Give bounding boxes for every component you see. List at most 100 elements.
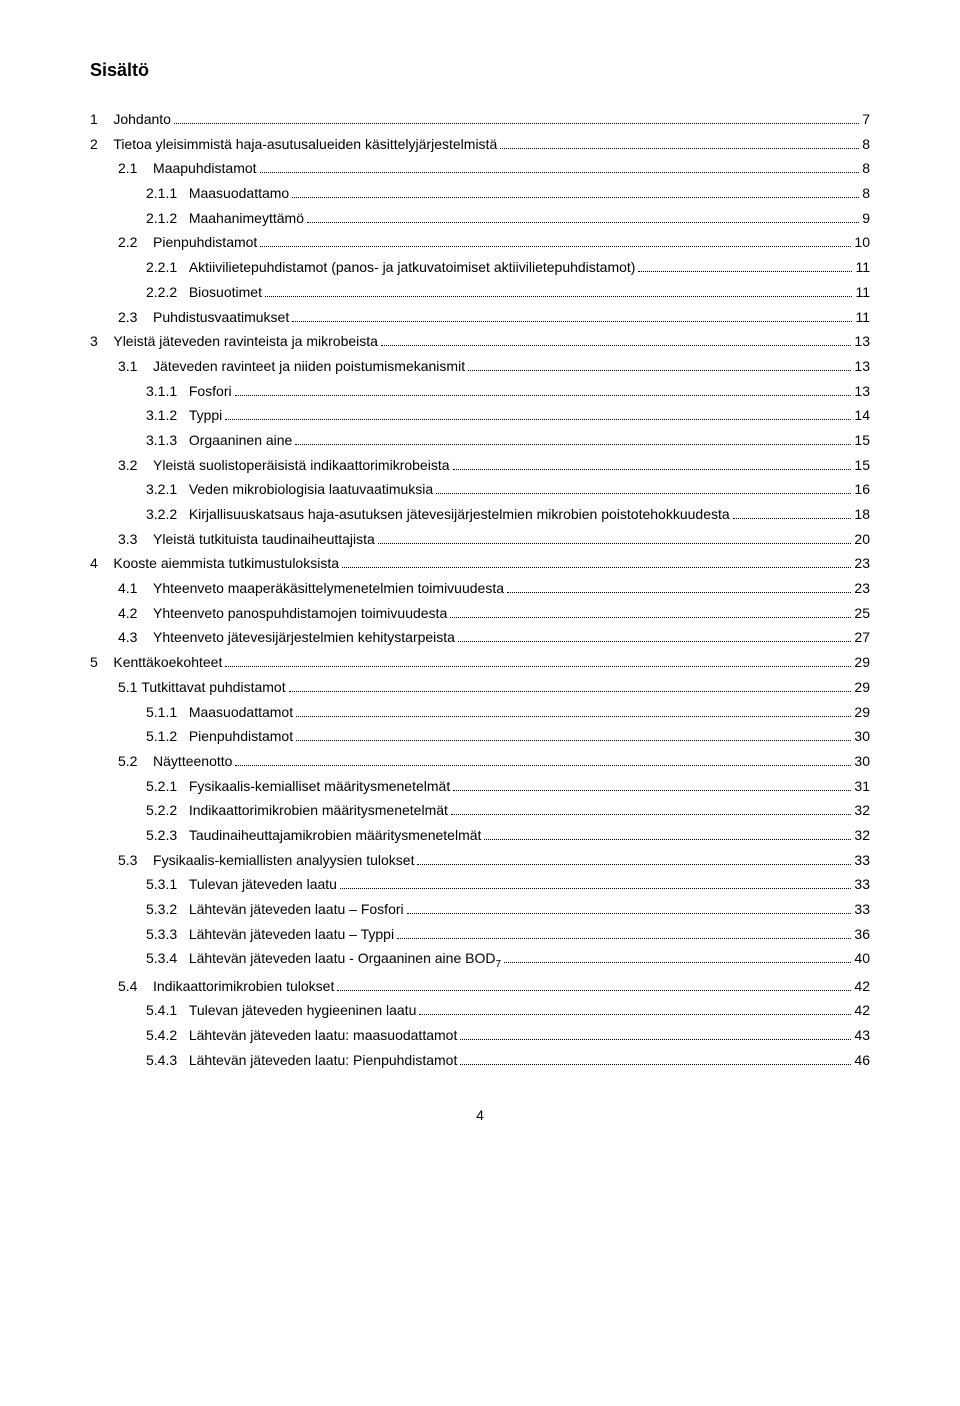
toc-entry-number: 5.1.1 bbox=[146, 702, 189, 724]
toc-entry-label: Tietoa yleisimmistä haja-asutusalueiden … bbox=[113, 134, 497, 156]
toc-entry-label: Kirjallisuuskatsaus haja-asutuksen jätev… bbox=[189, 504, 730, 526]
toc-entry: 5.2.2 Indikaattorimikrobien määritysmene… bbox=[90, 800, 870, 822]
toc-entry-number: 2.3 bbox=[118, 307, 153, 329]
toc-leader-dots bbox=[407, 913, 852, 914]
toc-entry-page: 25 bbox=[854, 603, 870, 625]
toc-entry-label: Fosfori bbox=[189, 381, 232, 403]
toc-entry-label: Näytteenotto bbox=[153, 751, 232, 773]
toc-leader-dots bbox=[289, 691, 852, 692]
toc-entry-number: 5.4.2 bbox=[146, 1025, 189, 1047]
toc-leader-dots bbox=[295, 444, 851, 445]
toc-leader-dots bbox=[296, 740, 851, 741]
toc-leader-dots bbox=[453, 790, 851, 791]
toc-entry: 4 Kooste aiemmista tutkimustuloksista 23 bbox=[90, 553, 870, 575]
toc-entry-page: 8 bbox=[862, 134, 870, 156]
toc-entry-number: 3.2.2 bbox=[146, 504, 189, 526]
toc-entry: 3.2.1 Veden mikrobiologisia laatuvaatimu… bbox=[90, 479, 870, 501]
toc-entry-page: 42 bbox=[854, 976, 870, 998]
toc-entry-number: 2.1.1 bbox=[146, 183, 189, 205]
toc-leader-dots bbox=[235, 765, 851, 766]
toc-entry-number: 3.1.2 bbox=[146, 405, 189, 427]
toc-entry-page: 33 bbox=[854, 874, 870, 896]
toc-leader-dots bbox=[296, 716, 851, 717]
toc-entry: 2.2.2 Biosuotimet 11 bbox=[90, 282, 870, 304]
toc-entry-page: 27 bbox=[854, 627, 870, 649]
toc-entry-page: 32 bbox=[854, 825, 870, 847]
toc-entry-label: Lähtevän jäteveden laatu – Typpi bbox=[189, 924, 394, 946]
toc-leader-dots bbox=[292, 321, 852, 322]
toc-entry-page: 23 bbox=[854, 553, 870, 575]
toc-entry-number: 4 bbox=[90, 553, 113, 575]
toc-leader-dots bbox=[484, 839, 851, 840]
toc-entry-label: Indikaattorimikrobien tulokset bbox=[153, 976, 334, 998]
toc-leader-dots bbox=[500, 148, 859, 149]
page-number: 4 bbox=[90, 1107, 870, 1123]
toc-entry: 2.2 Pienpuhdistamot 10 bbox=[90, 232, 870, 254]
toc-entry-number: 5.1 bbox=[118, 677, 141, 699]
toc-entry-label: Veden mikrobiologisia laatuvaatimuksia bbox=[189, 479, 433, 501]
toc-entry-number: 3.1 bbox=[118, 356, 153, 378]
toc-leader-dots bbox=[417, 864, 851, 865]
toc-entry-page: 30 bbox=[854, 726, 870, 748]
toc-entry-number: 5.2.1 bbox=[146, 776, 189, 798]
toc-entry-label: Yleistä tutkituista taudinaiheuttajista bbox=[153, 529, 375, 551]
toc-entry: 5.1.1 Maasuodattamot 29 bbox=[90, 702, 870, 724]
toc-entry: 3.1 Jäteveden ravinteet ja niiden poistu… bbox=[90, 356, 870, 378]
toc-entry: 2.2.1 Aktiivilietepuhdistamot (panos- ja… bbox=[90, 257, 870, 279]
toc-entry: 2.1 Maapuhdistamot 8 bbox=[90, 158, 870, 180]
toc-entry-number: 3 bbox=[90, 331, 113, 353]
toc-entry-number: 5.1.2 bbox=[146, 726, 189, 748]
toc-entry-page: 18 bbox=[854, 504, 870, 526]
toc-entry-number: 4.2 bbox=[118, 603, 153, 625]
toc-entry-page: 7 bbox=[862, 109, 870, 131]
toc-entry-number: 5.2 bbox=[118, 751, 153, 773]
toc-leader-dots bbox=[174, 123, 859, 124]
toc-entry-label: Pienpuhdistamot bbox=[153, 232, 257, 254]
table-of-contents: 1 Johdanto 7 2 Tietoa yleisimmistä haja-a… bbox=[90, 109, 870, 1071]
toc-leader-dots bbox=[450, 617, 851, 618]
toc-entry-label: Johdanto bbox=[113, 109, 171, 131]
toc-entry-page: 29 bbox=[854, 677, 870, 699]
toc-entry-page: 16 bbox=[854, 479, 870, 501]
toc-entry-page: 42 bbox=[854, 1000, 870, 1022]
toc-entry-label: Maapuhdistamot bbox=[153, 158, 257, 180]
toc-leader-dots bbox=[342, 567, 851, 568]
toc-entry-label: Yhteenveto maaperäkäsittelymenetelmien t… bbox=[153, 578, 504, 600]
toc-entry-page: 11 bbox=[855, 307, 870, 329]
toc-entry-label: Lähtevän jäteveden laatu – Fosfori bbox=[189, 899, 404, 921]
toc-entry-number: 2.2 bbox=[118, 232, 153, 254]
toc-entry: 2 Tietoa yleisimmistä haja-asutusalueide… bbox=[90, 134, 870, 156]
toc-entry: 5.3.4 Lähtevän jäteveden laatu - Orgaani… bbox=[90, 948, 870, 972]
toc-entry-number: 3.3 bbox=[118, 529, 153, 551]
toc-entry-page: 36 bbox=[854, 924, 870, 946]
toc-leader-dots bbox=[260, 172, 860, 173]
toc-entry-label: Yhteenveto panospuhdistamojen toimivuude… bbox=[153, 603, 447, 625]
toc-entry: 5.4 Indikaattorimikrobien tulokset 42 bbox=[90, 976, 870, 998]
toc-entry: 3 Yleistä jäteveden ravinteista ja mikro… bbox=[90, 331, 870, 353]
toc-entry-page: 10 bbox=[854, 232, 870, 254]
toc-entry: 5.3 Fysikaalis-kemiallisten analyysien t… bbox=[90, 850, 870, 872]
toc-entry-label: Tulevan jäteveden laatu bbox=[189, 874, 337, 896]
toc-entry-label: Maahanimeyttämö bbox=[189, 208, 304, 230]
toc-entry: 5.1.2 Pienpuhdistamot 30 bbox=[90, 726, 870, 748]
toc-entry-page: 11 bbox=[855, 257, 870, 279]
toc-entry: 5.4.3 Lähtevän jäteveden laatu: Pienpuhd… bbox=[90, 1050, 870, 1072]
toc-entry-label: Yleistä jäteveden ravinteista ja mikrobe… bbox=[113, 331, 378, 353]
toc-entry: 4.2 Yhteenveto panospuhdistamojen toimiv… bbox=[90, 603, 870, 625]
toc-entry-number: 5.4 bbox=[118, 976, 153, 998]
toc-entry-number: 2.2.2 bbox=[146, 282, 189, 304]
toc-entry-label: Maasuodattamo bbox=[189, 183, 289, 205]
toc-entry-label: Biosuotimet bbox=[189, 282, 262, 304]
toc-entry-number: 5.3.4 bbox=[146, 948, 189, 970]
toc-entry-number: 3.1.3 bbox=[146, 430, 189, 452]
toc-leader-dots bbox=[504, 962, 851, 963]
toc-entry: 2.3 Puhdistusvaatimukset 11 bbox=[90, 307, 870, 329]
toc-leader-dots bbox=[337, 990, 851, 991]
toc-entry: 1 Johdanto 7 bbox=[90, 109, 870, 131]
toc-entry-label: Typpi bbox=[189, 405, 222, 427]
toc-entry-page: 14 bbox=[854, 405, 870, 427]
toc-entry-page: 15 bbox=[854, 430, 870, 452]
toc-entry: 5.3.2 Lähtevän jäteveden laatu – Fosfori… bbox=[90, 899, 870, 921]
toc-entry: 2.1.1 Maasuodattamo 8 bbox=[90, 183, 870, 205]
toc-entry-page: 32 bbox=[854, 800, 870, 822]
